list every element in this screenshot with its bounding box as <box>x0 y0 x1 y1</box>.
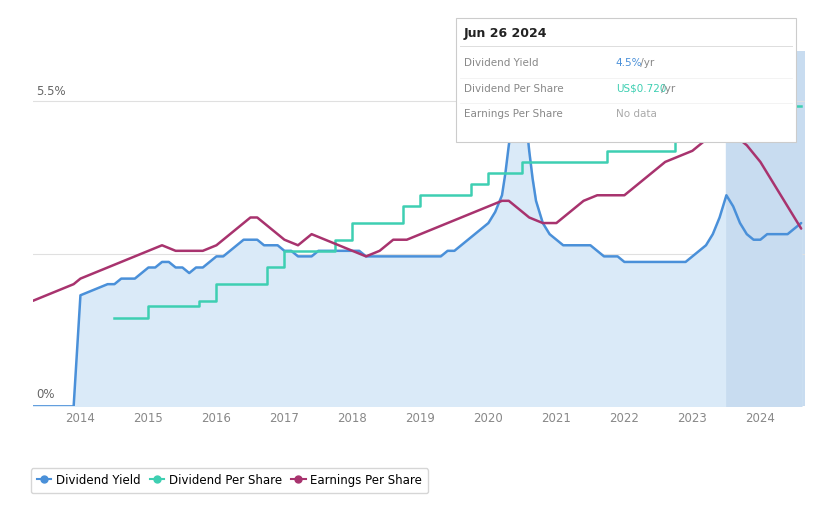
Text: 5.5%: 5.5% <box>36 85 66 98</box>
Text: Dividend Yield: Dividend Yield <box>464 58 539 69</box>
Text: 4.5%: 4.5% <box>616 58 642 69</box>
Legend: Dividend Yield, Dividend Per Share, Earnings Per Share: Dividend Yield, Dividend Per Share, Earn… <box>31 468 428 493</box>
Text: Jun 26 2024: Jun 26 2024 <box>464 27 548 40</box>
Bar <box>727 51 805 406</box>
Text: /yr: /yr <box>637 58 654 69</box>
Text: 0%: 0% <box>36 388 55 401</box>
Text: Dividend Per Share: Dividend Per Share <box>464 84 563 94</box>
Text: /yr: /yr <box>658 84 676 94</box>
Text: Past: Past <box>731 64 755 76</box>
Text: No data: No data <box>616 109 657 119</box>
Text: US$0.720: US$0.720 <box>616 84 666 94</box>
Text: Earnings Per Share: Earnings Per Share <box>464 109 562 119</box>
